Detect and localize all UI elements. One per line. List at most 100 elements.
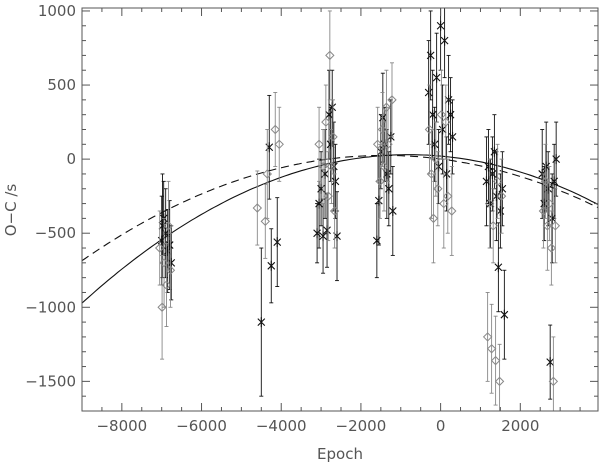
data-point-asterisk (500, 309, 509, 320)
data-point-asterisk (372, 235, 381, 246)
data-point-diamond (270, 124, 280, 135)
x-tick-label: −8000 (96, 417, 147, 435)
data-point-diamond (377, 124, 388, 135)
data-point-diamond (484, 198, 495, 209)
x-tick-label: 2000 (501, 417, 539, 435)
data-point-asterisk (482, 176, 491, 187)
data-point-asterisk (328, 102, 337, 113)
data-point-diamond (431, 154, 441, 164)
data-point-diamond (387, 95, 397, 105)
data-point-diamond (486, 344, 497, 354)
data-point-diamond (441, 117, 451, 127)
data-point-diamond (424, 124, 435, 135)
data-point-diamond (372, 139, 383, 150)
data-point-diamond (375, 176, 385, 187)
data-point-diamond (496, 191, 507, 201)
data-point-asterisk (438, 124, 447, 135)
data-point-asterisk (265, 142, 274, 153)
data-point-asterisk (257, 317, 266, 328)
data-point-diamond (482, 332, 493, 342)
data-point-asterisk (319, 231, 327, 242)
data-point-asterisk (384, 183, 393, 194)
data-point-diamond (426, 169, 437, 179)
y-tick-label: 500 (47, 76, 76, 94)
y-tick-label: −1500 (25, 372, 76, 390)
data-point-diamond (329, 206, 340, 216)
data-point-diamond (488, 221, 498, 231)
data-point-diamond (262, 169, 272, 179)
data-point-diamond (433, 184, 443, 194)
x-tick-label: −4000 (256, 417, 307, 435)
data-point-asterisk (388, 205, 397, 216)
y-tick-label: −1000 (25, 298, 76, 316)
data-point-diamond (443, 191, 453, 201)
data-point-diamond (540, 176, 551, 187)
data-point-asterisk (448, 131, 457, 142)
data-point-diamond (548, 376, 559, 387)
plot-frame (81, 7, 599, 412)
data-point-diamond (157, 302, 167, 312)
data-point-diamond (314, 139, 324, 150)
data-point-diamond (379, 161, 389, 172)
data-point-asterisk (546, 357, 555, 368)
data-point-diamond (542, 221, 553, 231)
data-point-diamond (436, 109, 447, 120)
data-point-diamond (428, 213, 439, 224)
data-point-asterisk (544, 183, 553, 194)
data-point-asterisk (498, 183, 507, 194)
data-point-diamond (260, 216, 270, 227)
data-point-diamond (544, 198, 555, 209)
data-point-asterisk (436, 20, 445, 31)
data-point-diamond (381, 102, 392, 112)
data-point-asterisk (331, 176, 340, 187)
data-point-diamond (154, 243, 165, 253)
data-point-diamond (550, 221, 561, 231)
y-tick-label: 0 (66, 150, 76, 168)
data-point-asterisk (552, 154, 561, 165)
x-tick-label: −6000 (176, 417, 227, 435)
data-point-diamond (323, 191, 333, 201)
data-point-diamond (546, 243, 557, 253)
data-point-diamond (165, 265, 176, 275)
data-point-asterisk (325, 109, 333, 120)
x-tick-label: 0 (436, 417, 446, 435)
data-point-diamond (321, 117, 331, 127)
series-asterisk (157, 8, 561, 400)
data-point-asterisk (426, 50, 435, 61)
data-point-asterisk (440, 35, 449, 46)
data-point-asterisk (374, 195, 383, 206)
x-axis: −8000 −6000 −4000 −2000 0 2000 (81, 8, 581, 435)
data-point-diamond (492, 176, 503, 187)
data-point-diamond (538, 206, 549, 216)
data-point-asterisk (442, 168, 451, 179)
data-point-diamond (163, 221, 174, 231)
data-point-asterisk (446, 109, 455, 120)
data-point-asterisk (430, 139, 439, 150)
series-diamond (154, 10, 561, 411)
data-point-diamond (494, 376, 505, 387)
y-axis-label: O−C /s (2, 184, 20, 237)
data-point-diamond (490, 355, 501, 366)
y-tick-label: 1000 (38, 2, 76, 20)
data-point-asterisk (167, 257, 176, 268)
data-point-asterisk (323, 225, 331, 236)
data-point-asterisk (424, 87, 433, 98)
fit-curve-dashed (82, 154, 598, 262)
x-tick-label: −2000 (336, 417, 387, 435)
data-point-diamond (383, 139, 393, 150)
data-point-diamond (325, 50, 335, 61)
data-point-asterisk (494, 262, 503, 273)
y-axis: −1500 −1000 −500 0 500 1000 (25, 2, 598, 397)
data-point-diamond (447, 206, 457, 216)
data-point-diamond (161, 280, 172, 290)
data-point-diamond (318, 161, 328, 172)
data-point-diamond (326, 161, 337, 172)
x-axis-label: Epoch (317, 445, 363, 463)
data-point-diamond (274, 139, 284, 150)
data-point-diamond (328, 132, 338, 142)
data-point-asterisk (428, 109, 437, 120)
data-point-asterisk (434, 161, 443, 172)
data-point-diamond (439, 198, 449, 209)
data-point-asterisk (158, 220, 167, 231)
